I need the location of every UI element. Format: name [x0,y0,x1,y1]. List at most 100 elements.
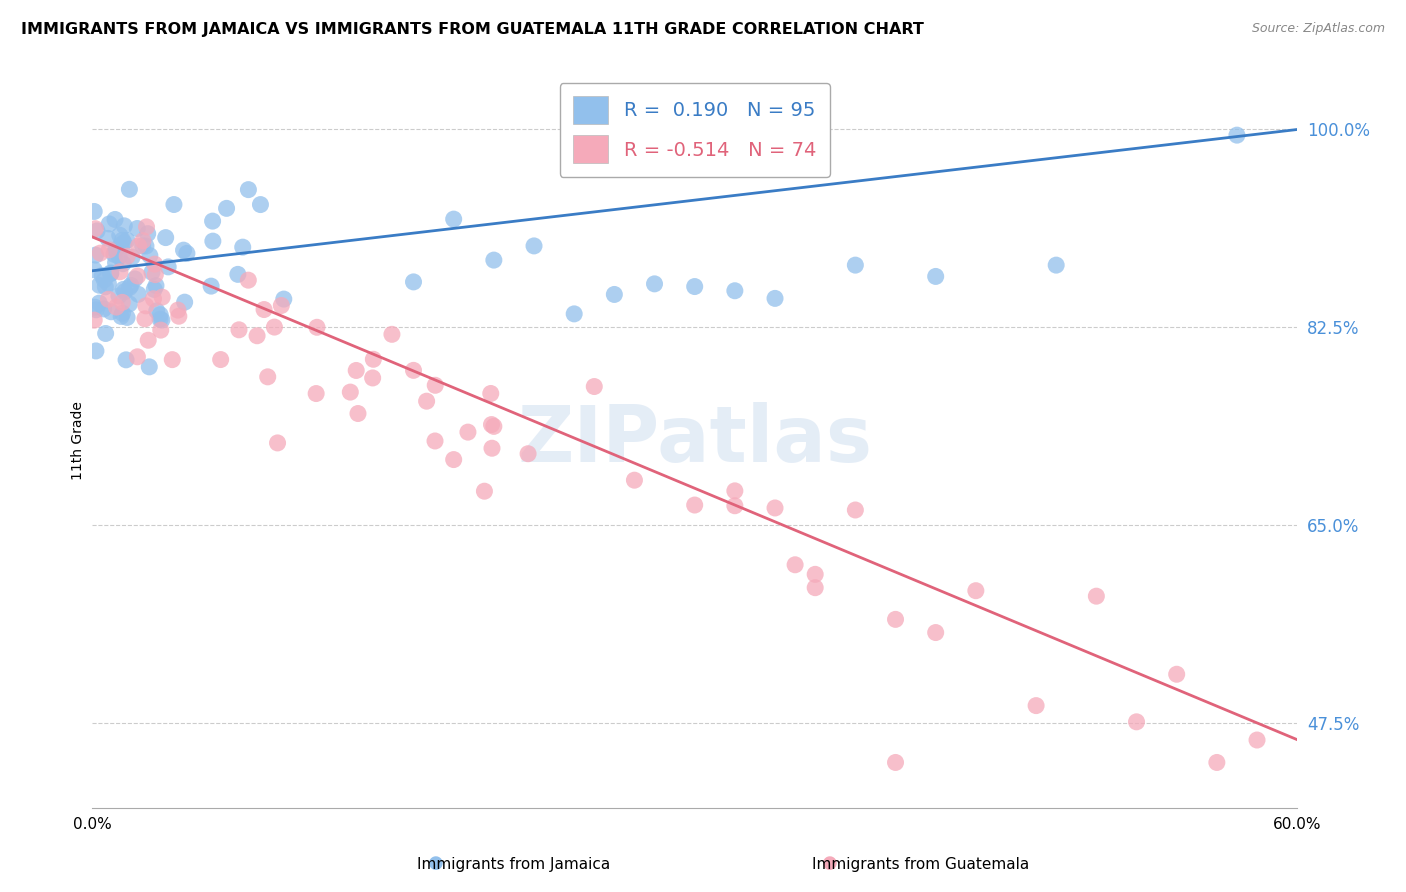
Point [86,224,108,238]
Point [884,612,907,626]
Point [163,197,186,211]
Point [457,425,479,439]
Point [683,279,706,293]
Point [523,239,546,253]
Text: ZIPatlas: ZIPatlas [517,402,872,478]
Point [724,499,747,513]
Point [425,378,447,392]
Text: Immigrants from Jamaica: Immigrants from Jamaica [416,857,610,872]
Point [108,239,131,253]
Point [623,473,645,487]
Point [127,350,149,364]
Point [111,295,134,310]
Point [105,300,128,314]
Point [143,282,166,296]
Point [924,625,946,640]
Text: IMMIGRANTS FROM JAMAICA VS IMMIGRANTS FROM GUATEMALA 11TH GRADE CORRELATION CHAR: IMMIGRANTS FROM JAMAICA VS IMMIGRANTS FR… [21,22,924,37]
Point [108,265,131,279]
Point [157,260,180,274]
Point [482,253,505,268]
Point [108,228,131,243]
Point [402,275,425,289]
Point [443,452,465,467]
Point [139,249,162,263]
Point [115,352,138,367]
Point [173,295,195,310]
Point [111,233,134,247]
Point [263,320,285,334]
Point [763,292,786,306]
Point [84,221,107,235]
Point [118,182,141,196]
Point [1045,258,1067,272]
Point [1166,667,1188,681]
Point [924,269,946,284]
Point [121,250,143,264]
Point [150,313,173,327]
Point [118,280,141,294]
Point [481,417,503,432]
Point [246,328,269,343]
Point [226,268,249,282]
Point [238,273,260,287]
Point [84,302,107,317]
Point [84,248,107,262]
Point [965,583,987,598]
Point [108,289,131,303]
Point [785,558,807,572]
Point [127,268,149,283]
Point [128,239,150,253]
Point [266,436,288,450]
Point [136,333,159,347]
Point [83,262,105,277]
Point [270,298,292,312]
Point [173,243,195,257]
Point [110,310,132,324]
Point [115,233,138,247]
Point [97,231,120,245]
Point [91,268,114,283]
Point [683,498,706,512]
Point [127,287,149,301]
Point [112,219,135,233]
Point [201,214,224,228]
Point [238,183,260,197]
Text: ●: ● [821,855,838,872]
Point [481,442,503,456]
Point [135,219,157,234]
Point [84,300,107,314]
Point [517,447,540,461]
Point [132,234,155,248]
Point [479,386,502,401]
Point [1085,589,1108,603]
Point [142,292,165,306]
Point [200,279,222,293]
Point [145,278,167,293]
Point [97,293,120,307]
Point [415,394,437,409]
Point [104,212,127,227]
Point [93,301,115,316]
Point [149,312,172,326]
Point [108,250,131,264]
Point [112,257,135,271]
Point [135,299,157,313]
Point [143,268,166,282]
Text: Source: ZipAtlas.com: Source: ZipAtlas.com [1251,22,1385,36]
Point [1205,756,1227,770]
Point [100,266,122,280]
Point [145,303,167,318]
Point [118,297,141,311]
Point [97,277,120,291]
Point [100,304,122,318]
Point [84,343,107,358]
Point [103,247,125,261]
Point [136,227,159,241]
Point [844,258,866,272]
Point [804,567,827,582]
Point [141,265,163,279]
Point [93,273,115,287]
Point [347,407,370,421]
Point [381,327,404,342]
Point [339,385,361,400]
